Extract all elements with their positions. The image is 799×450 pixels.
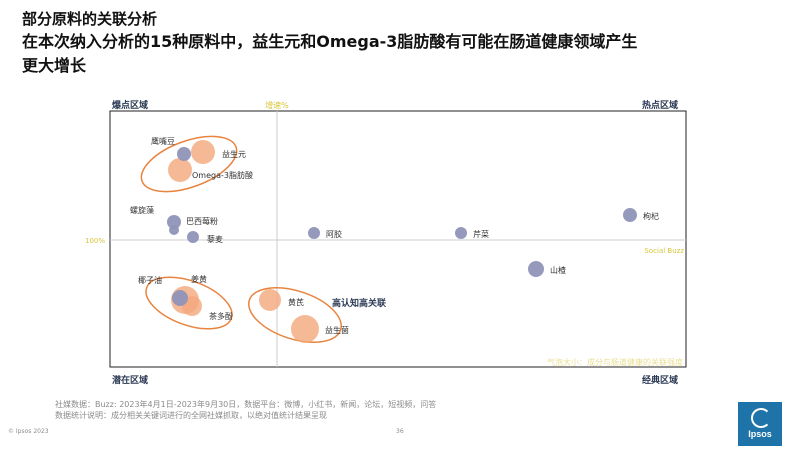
bubble-size-note: 气泡大小：成分与肠道健康的关联强度 — [547, 357, 683, 367]
page-number: 36 — [396, 428, 404, 435]
bubble-point — [187, 231, 199, 243]
header: 部分原料的关联分析 在本次纳入分析的15种原料中，益生元和Omega-3脂肪酸有… — [22, 9, 782, 77]
point-label: 鹰嘴豆 — [151, 136, 175, 146]
footer: 社媒数据：Buzz: 2023年4月1日-2023年9月30日，数据平台：微博，… — [55, 399, 436, 421]
quadrant-label-bottom-left: 潜在区域 — [112, 374, 148, 386]
headline-line1: 在本次纳入分析的15种原料中，益生元和Omega-3脂肪酸有可能在肠道健康领域产… — [22, 32, 638, 51]
bubble-point — [172, 290, 188, 306]
point-label: 姜黄 — [191, 274, 207, 284]
bubble-point — [455, 227, 467, 239]
bubble-point — [623, 208, 637, 222]
point-label: 藜麦 — [207, 234, 223, 244]
bubble-point — [167, 215, 181, 229]
copyright: © Ipsos 2023 — [8, 428, 49, 435]
bubble-point — [528, 261, 544, 277]
logo-mark-icon — [751, 408, 771, 428]
point-label: 巴西莓粉 — [186, 216, 218, 226]
axis-label-hundred: 100% — [85, 237, 105, 245]
footer-method: 数据统计说明：成分相关关键词进行的全网社媒抓取，以绝对值统计结果呈现 — [55, 411, 327, 420]
point-label: 茶多酚 — [209, 311, 233, 321]
bubble-point — [169, 225, 179, 235]
quadrant-label-top-right: 热点区域 — [642, 99, 678, 111]
footer-source: 社媒数据：Buzz: 2023年4月1日-2023年9月30日，数据平台：微博，… — [55, 400, 437, 409]
quadrant-label-bottom-right: 经典区域 — [642, 374, 678, 386]
bubble-point — [259, 289, 281, 311]
point-label: 山楂 — [550, 265, 566, 275]
bubble-point — [291, 315, 319, 343]
cluster-ellipse-top — [140, 135, 238, 193]
bubble-point — [308, 227, 320, 239]
axis-label-buzz: Social Buzz — [644, 247, 684, 255]
axis-label-growth: 增速% — [265, 100, 289, 110]
point-label: 阿胶 — [326, 229, 342, 239]
point-label: 螺旋藻 — [130, 205, 154, 215]
point-label: 芹菜 — [473, 229, 489, 239]
ipsos-logo: Ipsos — [738, 402, 782, 446]
headline-line2: 更大增长 — [22, 56, 87, 75]
bubble-point — [191, 140, 215, 164]
annotation-high-awareness: 高认知高关联 — [332, 297, 387, 309]
bubble-point — [168, 158, 192, 182]
logo-text: Ipsos — [748, 429, 772, 439]
page-title: 部分原料的关联分析 — [22, 10, 158, 28]
quadrant-label-top-left: 爆点区域 — [112, 99, 148, 111]
plot-frame — [109, 110, 687, 368]
point-label: 益生元 — [222, 149, 246, 159]
point-label: 枸杞 — [643, 211, 659, 221]
point-label: 椰子油 — [138, 275, 162, 285]
point-label: 益生菌 — [325, 325, 349, 335]
point-label: 黄芪 — [288, 297, 304, 307]
cluster-ellipse-right — [248, 287, 342, 343]
point-label: Omega-3脂肪酸 — [192, 170, 253, 180]
bubble-point — [177, 147, 191, 161]
cluster-ellipse-left — [145, 276, 233, 330]
